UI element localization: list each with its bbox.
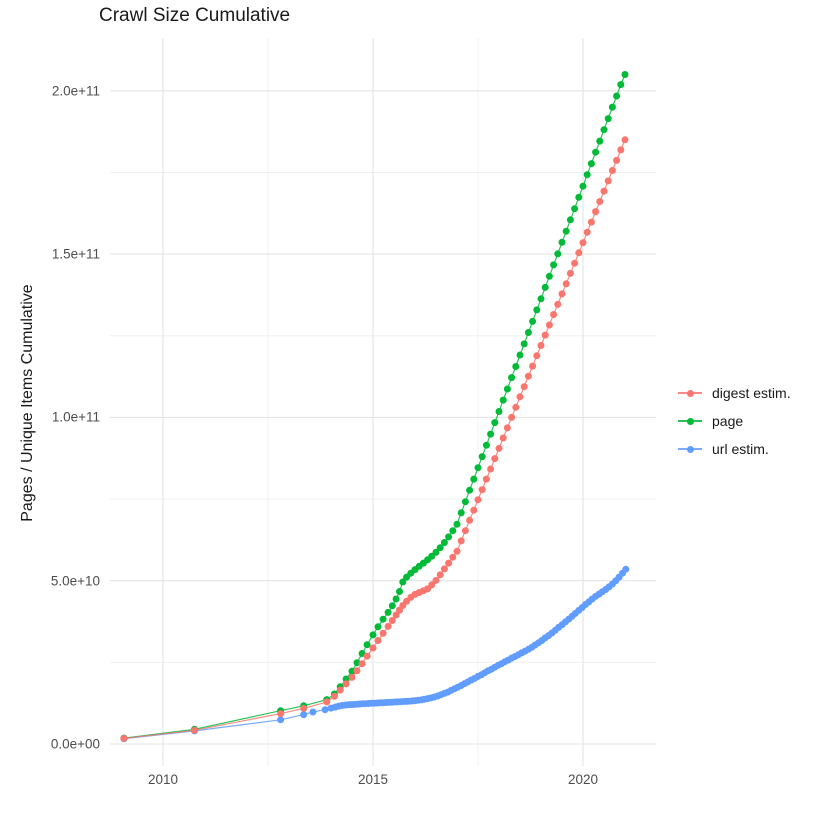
legend-label-page: page [712, 413, 744, 429]
y-tick-label: 0.0e+00 [50, 736, 100, 752]
legend-key-digest-icon [678, 386, 702, 400]
y-axis-title: Pages / Unique Items Cumulative [19, 284, 36, 522]
series-digest [120, 136, 629, 742]
x-tick-label: 2010 [147, 772, 179, 787]
chart-title: Crawl Size Cumulative [99, 5, 291, 26]
legend-label-digest: digest estim. [712, 385, 791, 401]
legend-label-url: url estim. [712, 441, 769, 457]
series-url [120, 565, 630, 743]
y-tick-label: 2.0e+11 [51, 83, 100, 99]
series-url-line [123, 568, 627, 740]
legend-key-url-icon [678, 442, 702, 456]
major-gridlines [110, 38, 656, 766]
minor-gridlines [110, 38, 656, 766]
y-tick-label: 5.0e+10 [50, 573, 100, 589]
y-tick-label: 1.5e+11 [51, 246, 100, 262]
y-tick-label: 1.0e+11 [51, 409, 100, 425]
legend-item-digest: digest estim. [678, 379, 791, 407]
x-tick-label: 2015 [357, 772, 389, 787]
series-page [120, 71, 629, 742]
legend-key-page-icon [678, 414, 702, 428]
legend: digest estim. page url estim. [678, 379, 791, 463]
legend-item-page: page [678, 407, 791, 435]
legend-item-url: url estim. [678, 435, 791, 463]
x-tick-label: 2020 [567, 772, 599, 787]
